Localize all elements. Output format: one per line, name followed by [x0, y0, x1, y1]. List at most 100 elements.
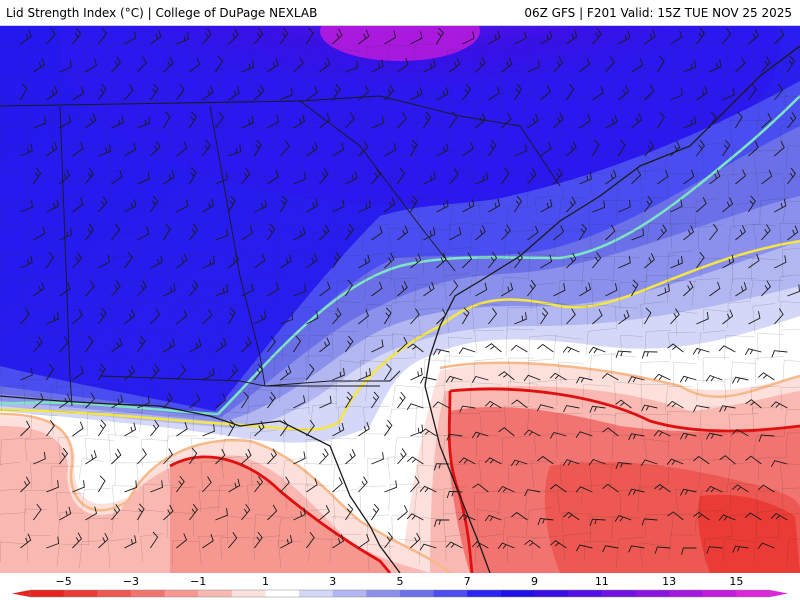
- wind-barb: [757, 484, 775, 493]
- field-band-neg2-west: [170, 457, 390, 573]
- wind-barb: [419, 428, 437, 437]
- wind-barb: [267, 114, 280, 129]
- wind-barb: [176, 253, 188, 269]
- wind-barb: [631, 228, 644, 241]
- wind-barb: [137, 280, 147, 297]
- wind-barb: [761, 56, 771, 73]
- wind-barb: [319, 448, 329, 465]
- wind-barb: [176, 533, 188, 549]
- contour-5: [0, 95, 800, 416]
- wind-barb: [98, 83, 107, 101]
- wind-barb: [523, 374, 541, 382]
- wind-barb: [20, 29, 32, 45]
- wind-barb: [449, 57, 461, 73]
- wind-barb: [202, 534, 214, 549]
- wind-barb: [423, 111, 432, 129]
- wind-barb: [471, 375, 489, 383]
- wind-barb: [176, 199, 189, 213]
- wind-barb: [46, 85, 58, 101]
- wind-barb: [498, 427, 515, 437]
- wind-barb: [163, 170, 175, 185]
- wind-barb: [540, 199, 553, 213]
- wind-barb: [72, 366, 84, 381]
- wind-barb: [371, 339, 384, 353]
- legend-bin: [702, 590, 737, 597]
- wind-barb: [592, 252, 602, 269]
- wind-barb: [20, 83, 28, 101]
- wind-barb: [410, 87, 423, 101]
- wind-barb: [384, 363, 392, 381]
- wind-barb: [657, 283, 670, 297]
- wind-barb: [602, 427, 619, 437]
- wind-barb: [475, 172, 488, 185]
- wind-barb: [228, 28, 239, 45]
- wind-barb: [692, 347, 710, 355]
- legend-bin: [130, 590, 166, 597]
- wind-barb: [254, 139, 262, 157]
- wind-barb: [319, 57, 331, 73]
- wind-barb: [371, 116, 384, 129]
- wind-barb: [111, 115, 124, 129]
- wind-barb: [345, 449, 356, 465]
- map-panel[interactable]: [0, 26, 800, 573]
- wind-barb: [85, 335, 94, 353]
- wind-barb: [488, 30, 501, 45]
- wind-barb: [72, 141, 84, 157]
- wind-barb: [757, 542, 775, 549]
- wind-barb: [202, 85, 214, 101]
- wind-barb: [488, 198, 501, 213]
- wind-barb: [98, 27, 107, 45]
- wind-barb: [679, 375, 697, 383]
- wind-barb: [33, 167, 42, 185]
- wind-barb: [657, 111, 665, 129]
- wind-barb: [744, 512, 762, 521]
- wind-barb: [774, 308, 784, 325]
- wind-barb: [774, 141, 785, 157]
- wind-barb: [563, 511, 580, 521]
- wind-barb: [683, 116, 696, 129]
- wind-barb: [735, 225, 746, 241]
- wind-barb: [423, 227, 436, 241]
- wind-barb: [758, 372, 775, 381]
- wind-barb: [618, 255, 631, 269]
- legend-tick-label: −1: [190, 575, 206, 588]
- wind-barb: [653, 373, 671, 381]
- wind-barb: [215, 508, 228, 521]
- wind-barb: [59, 393, 71, 409]
- legend-bin: [63, 590, 98, 597]
- wind-barb: [618, 139, 626, 157]
- legend-bin: [164, 590, 199, 597]
- wind-barb: [667, 511, 684, 521]
- map-canvas[interactable]: [0, 26, 800, 573]
- legend-bin: [500, 590, 536, 597]
- wind-barb: [384, 142, 397, 157]
- state-line-ga-fl: [264, 370, 401, 387]
- wind-barb: [150, 255, 163, 269]
- wind-barb: [472, 483, 489, 493]
- wind-barb: [523, 429, 541, 437]
- wind-barb: [423, 171, 436, 185]
- wind-barb: [631, 58, 644, 73]
- wind-barb: [602, 483, 619, 493]
- wind-barb: [575, 486, 593, 493]
- wind-barb: [693, 405, 710, 413]
- wind-barb: [644, 195, 653, 213]
- legend-ticks: −5 −3 −1 1 3 5 7 9 11 13 15: [56, 575, 744, 588]
- wind-barb: [306, 142, 318, 157]
- legend-tick-label: 7: [464, 575, 471, 588]
- wind-barb: [488, 139, 497, 157]
- wind-barb: [670, 256, 683, 269]
- wind-barb: [618, 30, 631, 45]
- wind-barb: [20, 255, 33, 269]
- wind-barb: [189, 111, 197, 129]
- wind-barb: [549, 431, 567, 439]
- wind-barb: [511, 511, 528, 521]
- wind-barb: [705, 374, 723, 382]
- wind-barb: [358, 368, 371, 381]
- wind-barb: [410, 476, 420, 493]
- wind-barb: [709, 59, 722, 73]
- wind-barb: [706, 432, 723, 440]
- wind-barb: [458, 514, 476, 521]
- wind-barb: [150, 83, 159, 101]
- wind-barb: [410, 308, 420, 325]
